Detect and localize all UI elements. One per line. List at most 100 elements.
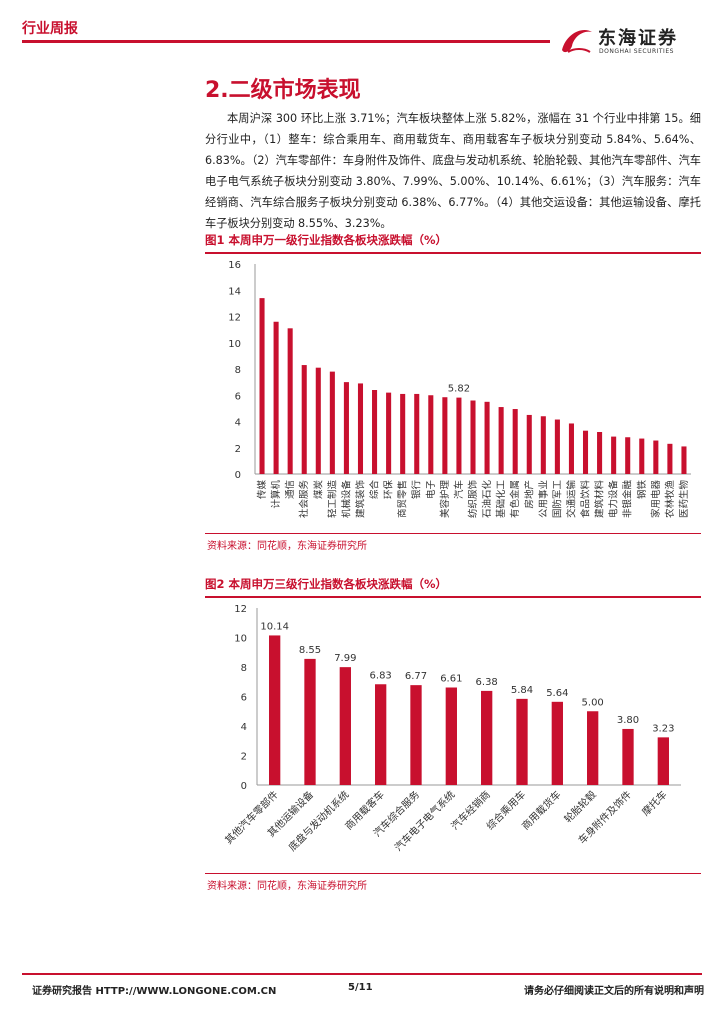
figure1-top-rule xyxy=(205,252,701,254)
x-tick-label: 银行 xyxy=(411,480,423,500)
bar-机械设备 xyxy=(343,382,349,474)
x-tick-label: 汽车电子电气系统 xyxy=(392,788,458,854)
bar-汽车综合服务 xyxy=(410,685,422,785)
figure2-top-rule xyxy=(205,596,701,598)
bar-医药生物 xyxy=(681,446,687,474)
x-tick-label: 有色金属 xyxy=(509,480,521,518)
x-tick-label: 商贸零售 xyxy=(397,480,409,518)
x-tick-label: 食品饮料 xyxy=(580,480,592,519)
bar-电力设备 xyxy=(611,436,617,474)
x-tick-label: 建筑装饰 xyxy=(354,480,366,518)
bar-商贸零售 xyxy=(400,393,406,474)
x-tick-label: 建筑材料 xyxy=(594,480,606,519)
data-label: 6.83 xyxy=(370,670,392,681)
data-label: 5.64 xyxy=(546,688,568,699)
bar-车身附件及饰件 xyxy=(622,728,634,785)
x-tick-label: 环保 xyxy=(383,480,395,500)
bar-房地产 xyxy=(526,414,532,474)
bar-通信 xyxy=(287,328,293,474)
x-tick-label: 电子 xyxy=(425,480,437,500)
x-tick-label: 计算机 xyxy=(270,480,282,509)
x-tick-label: 石油石化 xyxy=(481,480,493,519)
bar-食品饮料 xyxy=(582,430,589,474)
footer-disclaimer: 请务必仔细阅读正文后的所有说明和声明 xyxy=(524,986,704,997)
bar-农林牧渔 xyxy=(667,443,673,474)
y-tick-label: 6 xyxy=(241,693,247,704)
figure1-bottom-rule xyxy=(205,533,701,534)
y-tick-label: 10 xyxy=(234,634,247,645)
y-tick-label: 4 xyxy=(241,722,247,733)
x-tick-label: 美容护理 xyxy=(439,480,451,519)
data-label: 5.84 xyxy=(511,685,533,696)
section-title: 2.二级市场表现 xyxy=(205,78,361,103)
x-tick-label: 国防军工 xyxy=(551,480,563,519)
x-tick-label: 钢铁 xyxy=(636,480,648,500)
figure1-source: 资料来源：同花顺，东海证券研究所 xyxy=(207,541,367,552)
bar-有色金属 xyxy=(512,409,518,474)
bar-建筑材料 xyxy=(597,432,603,474)
x-tick-label: 底盘与发动机系统 xyxy=(286,788,352,854)
footer-website: 证券研究报告 HTTP://WWW.LONGONE.COM.CN xyxy=(32,986,277,997)
x-tick-label: 轻工制造 xyxy=(326,480,338,519)
x-tick-label: 交通运输 xyxy=(565,480,577,519)
y-tick-label: 10 xyxy=(228,339,241,350)
y-tick-label: 6 xyxy=(235,391,241,402)
figure2-bar-chart: 02468101210.14其他汽车零部件8.55其他运输设备7.99底盘与发动… xyxy=(222,604,681,854)
bar-美容护理 xyxy=(442,397,448,474)
bar-底盘与发动机系统 xyxy=(339,667,351,785)
x-tick-label: 家用电器 xyxy=(650,480,662,519)
bar-计算机 xyxy=(273,321,279,474)
x-tick-label: 非银金融 xyxy=(622,480,634,519)
y-tick-label: 8 xyxy=(235,365,241,376)
bar-交通运输 xyxy=(568,423,574,474)
y-tick-label: 16 xyxy=(228,260,241,271)
x-tick-label: 摩托车 xyxy=(639,788,669,818)
bar-石油石化 xyxy=(484,401,490,474)
y-tick-label: 12 xyxy=(234,604,247,615)
y-tick-label: 2 xyxy=(235,444,241,455)
data-label: 5.82 xyxy=(448,384,470,395)
bar-汽车电子电气系统 xyxy=(445,687,457,785)
company-logo: 东海证券 DONGHAI SECURITIES xyxy=(556,22,706,58)
data-label: 10.14 xyxy=(260,621,289,632)
x-tick-label: 轮胎轮毂 xyxy=(561,788,598,825)
data-label: 3.23 xyxy=(652,723,674,734)
data-label: 7.99 xyxy=(334,653,356,664)
data-label: 6.38 xyxy=(476,677,498,688)
bar-摩托车 xyxy=(657,737,669,785)
logo-mark-icon xyxy=(562,30,592,53)
data-label: 3.80 xyxy=(617,715,639,726)
y-tick-label: 14 xyxy=(228,286,241,297)
bar-轮胎轮毂 xyxy=(587,711,599,785)
page-number: 5/11 xyxy=(348,982,373,993)
bar-其他运输设备 xyxy=(304,658,316,785)
x-tick-label: 汽车 xyxy=(453,480,465,499)
figure2-source: 资料来源：同花顺，东海证券研究所 xyxy=(207,881,367,892)
x-tick-label: 纺织服饰 xyxy=(467,480,479,518)
logo-text-cn: 东海证券 xyxy=(598,28,678,49)
data-label: 5.00 xyxy=(582,697,604,708)
bar-家用电器 xyxy=(653,440,659,474)
y-tick-label: 12 xyxy=(228,313,241,324)
bar-电子 xyxy=(428,395,434,474)
bar-商用载货车 xyxy=(551,701,563,785)
bar-国防军工 xyxy=(554,419,560,474)
bar-汽车经销商 xyxy=(481,690,493,785)
bar-汽车 xyxy=(456,397,462,474)
x-tick-label: 传媒 xyxy=(256,480,268,500)
figure1-bar-chart: 0 2 4 6 8 10 12 14 16 传媒 计算机 通信 社会服务 煤炭 轻工制造 机械设备 建筑装饰 综合… xyxy=(228,260,691,519)
x-tick-label: 机械设备 xyxy=(340,480,352,519)
bar-银行 xyxy=(414,393,420,474)
x-tick-label: 综合 xyxy=(369,480,381,500)
x-tick-label: 煤炭 xyxy=(312,480,324,500)
bar-社会服务 xyxy=(301,365,307,474)
bar-传媒 xyxy=(259,298,265,474)
y-tick-label: 0 xyxy=(241,781,247,792)
x-tick-label: 公用事业 xyxy=(537,480,549,518)
x-tick-label: 社会服务 xyxy=(298,480,310,519)
bar-公用事业 xyxy=(540,416,546,474)
x-tick-label: 农林牧渔 xyxy=(664,480,676,519)
bar-综合 xyxy=(372,390,378,474)
x-tick-label: 医药生物 xyxy=(678,480,690,519)
x-tick-label: 房地产 xyxy=(523,480,535,509)
